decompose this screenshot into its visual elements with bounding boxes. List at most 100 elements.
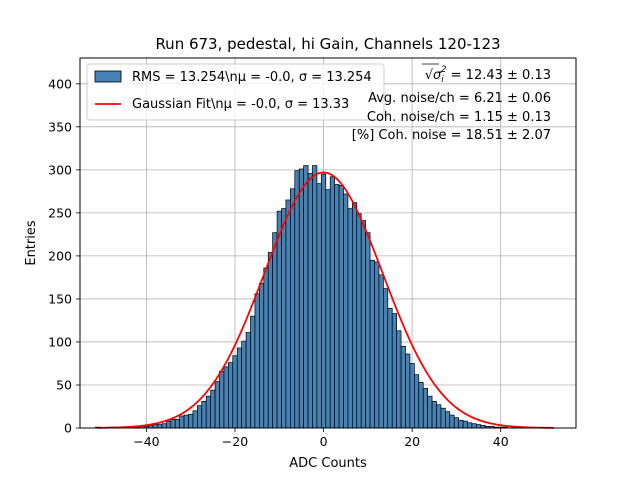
y-tick-label: 50 — [56, 377, 72, 392]
histogram-bar — [183, 414, 189, 429]
histogram-bar — [453, 417, 459, 429]
histogram-bar — [467, 422, 473, 429]
y-tick-label: 200 — [48, 248, 72, 263]
histogram-bar — [219, 370, 225, 429]
histogram-bar — [228, 362, 234, 429]
histogram-bar — [272, 232, 278, 429]
stats-annotations: √σi2 = 12.43 ± 0.13 Avg. noise/ch = 6.21… — [352, 63, 551, 143]
histogram-bar — [157, 424, 163, 429]
y-tick-label: 150 — [48, 291, 72, 306]
stat-sigma-line: √σi2 = 12.43 ± 0.13 — [425, 65, 551, 85]
histogram-bar — [458, 419, 464, 429]
histogram-bar — [338, 184, 344, 429]
histogram-bar — [445, 411, 451, 429]
sigma-subscript: i — [441, 75, 444, 85]
histogram-bar — [343, 193, 349, 429]
y-tick-label: 350 — [48, 119, 72, 134]
histogram-bar — [440, 407, 446, 429]
histogram-bar — [396, 330, 402, 429]
histogram-bar — [241, 340, 247, 429]
legend-bar-swatch — [94, 70, 122, 83]
histogram-bar — [245, 332, 251, 429]
y-tick-label: 300 — [48, 162, 72, 177]
histogram-bar — [303, 165, 309, 429]
histogram-bar — [414, 374, 420, 429]
histogram-bar — [347, 208, 353, 429]
y-tick-label: 100 — [48, 334, 72, 349]
histogram-bar — [197, 405, 203, 429]
y-tick-label: 0 — [64, 421, 72, 436]
histogram-bar — [166, 420, 172, 429]
x-axis-ticks: −40 −20 0 20 40 — [133, 428, 509, 449]
histogram-bar — [391, 313, 397, 429]
histogram-bar — [161, 423, 167, 429]
histogram-bar — [365, 232, 371, 429]
histogram-bar — [378, 274, 384, 429]
y-axis-ticks: 0 50 100 150 200 250 300 350 400 — [48, 76, 80, 436]
x-tick-label: −20 — [222, 434, 248, 449]
histogram-bar — [174, 419, 180, 429]
histogram-bar — [259, 283, 265, 429]
histogram-bar — [334, 184, 340, 429]
x-tick-label: 0 — [320, 434, 328, 449]
histogram-bar — [236, 347, 242, 429]
histogram-bar — [281, 208, 287, 429]
histogram-bar — [321, 173, 327, 429]
chart-title: Run 673, pedestal, hi Gain, Channels 120… — [155, 35, 500, 53]
histogram-bar — [254, 293, 260, 429]
histogram-bar — [298, 168, 304, 429]
histogram-bar — [290, 188, 296, 429]
legend-box — [86, 63, 385, 121]
histogram-bar — [188, 413, 194, 429]
histogram-bar — [471, 423, 477, 429]
histogram-bar — [476, 424, 482, 429]
histogram-bar — [369, 259, 375, 429]
histogram-bar — [352, 202, 358, 429]
histogram-bar — [374, 261, 380, 429]
y-tick-label: 250 — [48, 205, 72, 220]
histogram-bar — [201, 400, 207, 429]
histogram-bar — [285, 199, 291, 429]
stat-avg-noise: Avg. noise/ch = 6.21 ± 0.06 — [368, 91, 551, 106]
histogram-bar — [294, 170, 300, 429]
histogram-bar — [232, 355, 238, 429]
histogram-bar — [210, 389, 216, 429]
histogram-bar — [431, 400, 437, 429]
histogram-bar — [267, 252, 273, 429]
histogram-bar — [405, 353, 411, 429]
histogram-bar — [422, 388, 428, 429]
x-tick-label: −40 — [133, 434, 159, 449]
histogram-bar — [179, 415, 185, 429]
histogram-bar — [360, 220, 366, 429]
histogram-bar — [325, 189, 331, 429]
sigma-superscript: 2 — [441, 65, 447, 75]
y-axis-label: Entries — [24, 220, 39, 266]
histogram-bar — [192, 410, 198, 429]
stat-sigma-value: = 12.43 ± 0.13 — [447, 68, 551, 83]
histogram-bar — [276, 210, 282, 429]
stat-coh-percent: [%] Coh. noise = 18.51 ± 2.07 — [352, 128, 551, 143]
histogram-bar — [250, 315, 256, 429]
histogram-bar — [418, 382, 424, 429]
histogram-bar — [223, 366, 229, 429]
histogram-bars — [95, 165, 517, 429]
sqrt-symbol: √ — [425, 68, 434, 83]
histogram-bar — [449, 414, 455, 429]
histogram-bar — [387, 308, 393, 429]
histogram-bar — [263, 267, 269, 429]
x-axis-label: ADC Counts — [289, 456, 367, 471]
histogram-bar — [383, 288, 389, 429]
x-tick-label: 20 — [404, 434, 420, 449]
histogram-bar — [409, 363, 415, 429]
histogram-bar — [307, 172, 313, 429]
histogram-bar — [205, 395, 211, 429]
gaussian-fit — [97, 171, 554, 429]
histogram-bar — [312, 165, 318, 429]
histogram-bar — [170, 419, 176, 429]
legend-label-histogram: RMS = 13.254\nμ = -0.0, σ = 13.254 — [132, 70, 372, 85]
histogram-bar — [436, 404, 442, 429]
histogram-bar — [400, 345, 406, 429]
histogram-bar — [329, 176, 335, 429]
sigma-symbol: σ — [433, 68, 442, 83]
